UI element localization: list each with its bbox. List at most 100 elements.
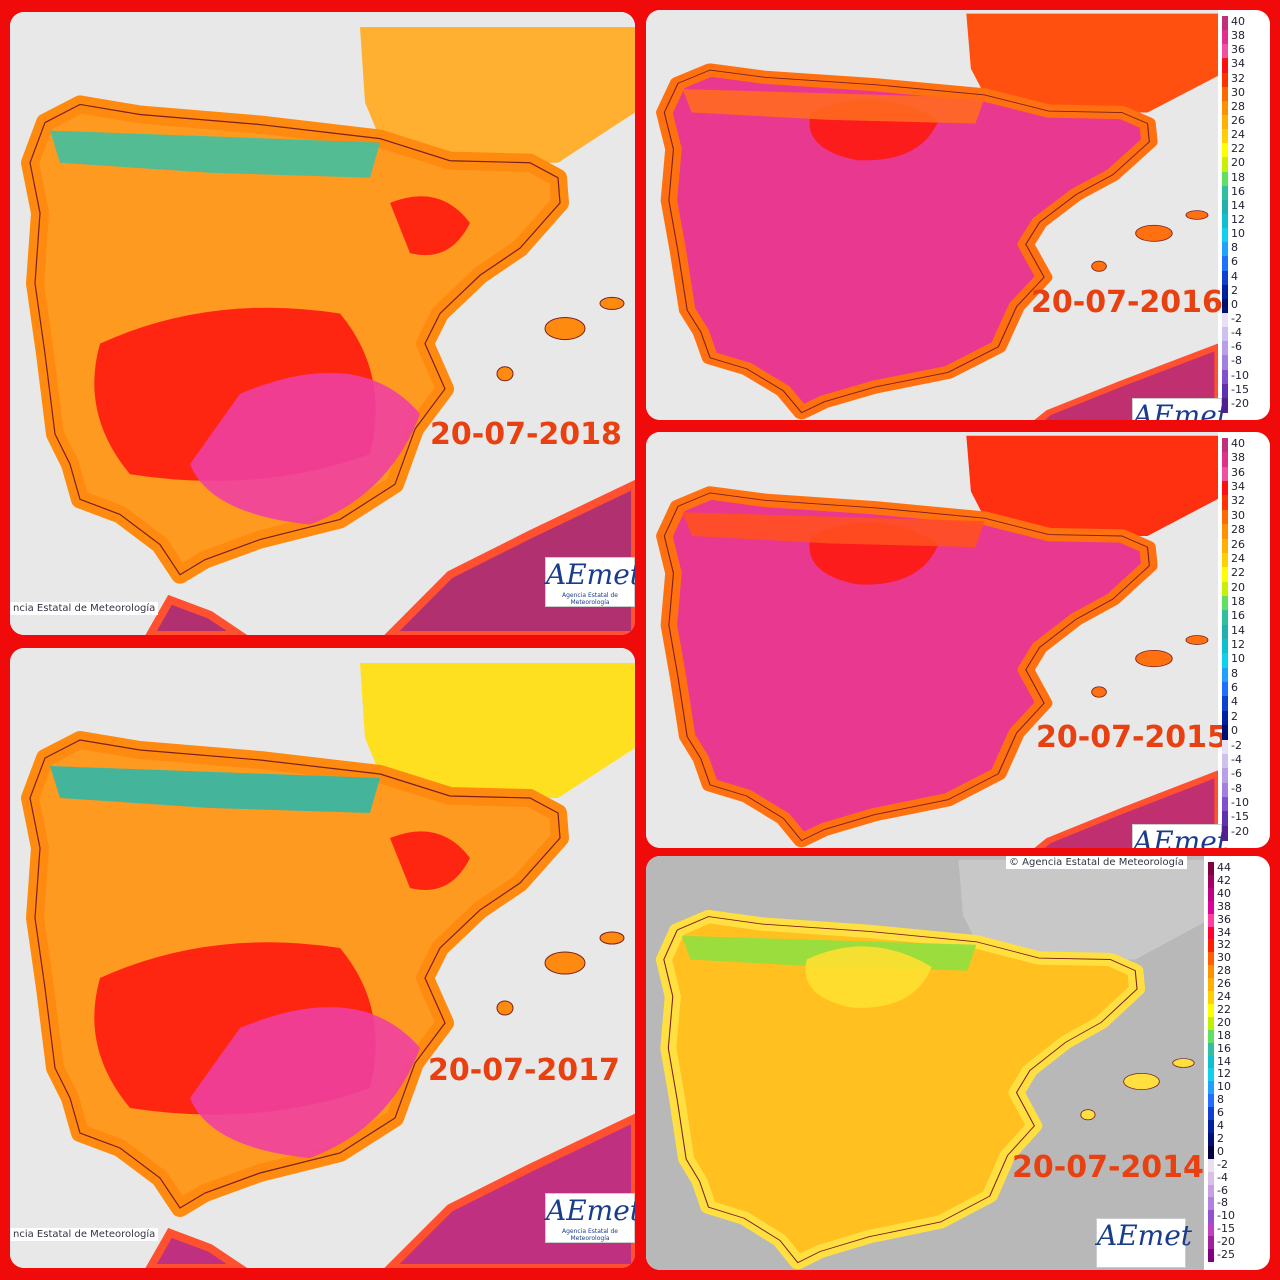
legend-row: 38 [1208, 899, 1258, 915]
coastline [663, 916, 1138, 1264]
legend-label: 6 [1231, 681, 1238, 695]
legend-swatch [1222, 509, 1228, 525]
legend-swatch [1208, 1094, 1214, 1108]
map-panel: 20-07-2017 AEmet Agencia Estatal de Meteor… [10, 648, 635, 1268]
legend-row: 22 [1222, 567, 1270, 583]
legend-swatch [1222, 143, 1228, 159]
legend-label: -10 [1231, 795, 1249, 809]
legend-swatch [1222, 825, 1228, 841]
legend-swatch [1208, 1042, 1214, 1056]
legend-row: 14 [1208, 1054, 1258, 1070]
legend-label: -15 [1217, 1222, 1235, 1236]
legend-label: 40 [1231, 15, 1245, 28]
legend-swatch [1208, 965, 1214, 979]
legend-swatch [1222, 16, 1228, 31]
legend-label: 36 [1217, 912, 1231, 926]
balearic-island [1123, 1072, 1160, 1090]
legend-row: 0 [1222, 298, 1270, 314]
legend-swatch [1222, 383, 1228, 399]
legend-label: 24 [1231, 551, 1245, 565]
legend-row: 24 [1222, 129, 1270, 145]
legend-label: 2 [1217, 1131, 1224, 1145]
date-label: 20-07-2016 [1031, 285, 1223, 320]
legend-swatch [1208, 1249, 1214, 1263]
legend-swatch [1222, 115, 1228, 130]
legend-label: 30 [1231, 85, 1245, 99]
legend-swatch [1222, 58, 1228, 74]
legend-label: 20 [1217, 1015, 1231, 1029]
legend-swatch [1208, 913, 1214, 927]
legend-swatch [1222, 768, 1228, 784]
legend-swatch [1222, 313, 1228, 328]
legend-row: 26 [1222, 538, 1270, 554]
legend-label: 38 [1217, 899, 1231, 913]
legend-swatch [1222, 811, 1228, 827]
legend-row: 12 [1222, 639, 1270, 654]
legend-row: -10 [1208, 1210, 1258, 1224]
date-label: 20-07-2015 [1036, 720, 1228, 755]
legend-swatch [1208, 1081, 1214, 1095]
legend-label: -20 [1217, 1235, 1235, 1249]
balearic-island [1135, 224, 1173, 242]
legend-swatch [1208, 1236, 1214, 1250]
coastline [663, 69, 1150, 414]
legend-swatch [1222, 256, 1228, 272]
france [966, 13, 1218, 113]
legend-swatch [1222, 452, 1228, 468]
legend-label: 2 [1231, 283, 1238, 297]
aemet-logo: AEmet [1132, 824, 1228, 848]
legend-swatch [1222, 624, 1228, 640]
legend-row: 4 [1222, 696, 1270, 712]
legend-swatch [1208, 978, 1214, 992]
legend-row: 38 [1222, 30, 1270, 46]
legend-row: 36 [1208, 912, 1258, 928]
legend-label: 10 [1231, 652, 1245, 666]
aemet-logo: AEmet [1096, 1218, 1192, 1268]
temperature-map [10, 12, 635, 635]
legend-swatch [1208, 1145, 1214, 1159]
legend-label: -10 [1231, 368, 1249, 382]
legend-row: 32 [1222, 495, 1270, 511]
legend-swatch [1222, 86, 1228, 102]
legend-label: 38 [1231, 451, 1245, 465]
logo-caption: Agencia Estatal de Meteorología [561, 1228, 618, 1242]
color-legend: 40 38 36 34 32 30 28 26 24 22 20 18 16 14 12 10 8 6 4 2 0 -2-… [1222, 438, 1270, 842]
legend-label: -4 [1231, 326, 1242, 340]
legend-row: 6 [1222, 681, 1270, 698]
legend-swatch [1222, 327, 1228, 343]
legend-row: 10 [1222, 228, 1270, 244]
legend-row: 8 [1222, 241, 1270, 258]
legend-swatch [1208, 874, 1214, 888]
legend-row: 30 [1222, 85, 1270, 102]
legend-label: 18 [1231, 594, 1245, 608]
coastline [29, 739, 561, 1209]
legend-swatch [1208, 1120, 1214, 1134]
legend-swatch [1222, 552, 1228, 568]
legend-row: -4 [1222, 326, 1270, 343]
color-legend: 44 42 40 38 36 34 32 30 28 26 24 22 20 18 16 14 12 10 8 6 4 2… [1208, 862, 1270, 1264]
legend-swatch [1208, 991, 1214, 1005]
legend-swatch [1222, 466, 1228, 482]
legend-row: 40 [1208, 887, 1258, 902]
legend-swatch [1222, 725, 1228, 741]
legend-label: 16 [1217, 1041, 1231, 1055]
legend-row: 40 [1222, 438, 1270, 453]
legend-row: 0 [1222, 725, 1270, 741]
balearic-island [1185, 210, 1209, 220]
legend-label: 16 [1231, 184, 1245, 198]
legend-label: -8 [1217, 1196, 1228, 1210]
balearic-island [496, 366, 514, 382]
legend-swatch [1208, 939, 1214, 953]
france [958, 859, 1204, 960]
legend-label: 6 [1231, 255, 1238, 269]
balearic-island [544, 951, 586, 975]
legend-label: 22 [1217, 1002, 1231, 1016]
legend-label: -25 [1217, 1248, 1235, 1262]
legend-swatch [1222, 30, 1228, 46]
legend-label: 8 [1231, 241, 1238, 255]
legend-swatch [1222, 667, 1228, 683]
legend-row: 22 [1222, 143, 1270, 159]
legend-label: 0 [1217, 1144, 1224, 1158]
legend-label: 14 [1217, 1054, 1231, 1068]
